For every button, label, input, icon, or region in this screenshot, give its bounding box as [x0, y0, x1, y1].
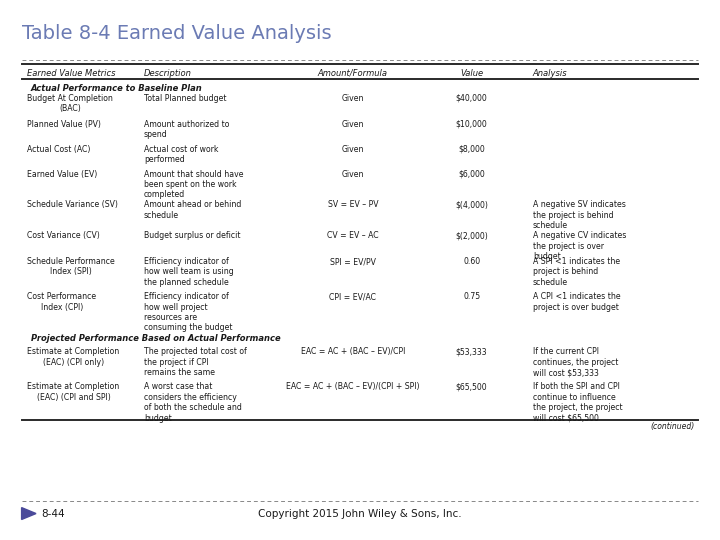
- Text: $6,000: $6,000: [458, 170, 485, 179]
- Text: Given: Given: [341, 94, 364, 103]
- Text: Budget At Completion
(BAC): Budget At Completion (BAC): [27, 94, 113, 113]
- Text: A SPI <1 indicates the
project is behind
schedule: A SPI <1 indicates the project is behind…: [533, 257, 620, 287]
- Text: $(2,000): $(2,000): [455, 231, 488, 240]
- Text: EAC = AC + (BAC – EV)/(CPI + SPI): EAC = AC + (BAC – EV)/(CPI + SPI): [286, 382, 420, 392]
- Text: CPI = EV/AC: CPI = EV/AC: [329, 292, 377, 301]
- Text: Given: Given: [341, 145, 364, 154]
- Text: Copyright 2015 John Wiley & Sons, Inc.: Copyright 2015 John Wiley & Sons, Inc.: [258, 509, 462, 518]
- Text: Actual Performance to Baseline Plan: Actual Performance to Baseline Plan: [31, 84, 203, 93]
- Text: Cost Performance
Index (CPI): Cost Performance Index (CPI): [27, 292, 96, 312]
- Text: A worst case that
considers the efficiency
of both the schedule and
budget: A worst case that considers the efficien…: [144, 382, 242, 422]
- Text: Estimate at Completion
(EAC) (CPI only): Estimate at Completion (EAC) (CPI only): [27, 347, 120, 367]
- Text: Estimate at Completion
(EAC) (CPI and SPI): Estimate at Completion (EAC) (CPI and SP…: [27, 382, 120, 402]
- Text: Budget surplus or deficit: Budget surplus or deficit: [144, 231, 240, 240]
- Text: $65,500: $65,500: [456, 382, 487, 392]
- Text: Given: Given: [341, 120, 364, 129]
- Text: The projected total cost of
the project if CPI
remains the same: The projected total cost of the project …: [144, 347, 247, 377]
- Text: 0.60: 0.60: [463, 257, 480, 266]
- Text: Description: Description: [144, 69, 192, 78]
- Text: A negative SV indicates
the project is behind
schedule: A negative SV indicates the project is b…: [533, 200, 626, 230]
- Text: $40,000: $40,000: [456, 94, 487, 103]
- Text: Actual Cost (AC): Actual Cost (AC): [27, 145, 91, 154]
- Text: $53,333: $53,333: [456, 347, 487, 356]
- Text: Schedule Variance (SV): Schedule Variance (SV): [27, 200, 118, 210]
- Text: A negative CV indicates
the project is over
budget: A negative CV indicates the project is o…: [533, 231, 626, 261]
- Polygon shape: [22, 508, 36, 519]
- Text: (continued): (continued): [651, 422, 695, 431]
- Text: Projected Performance Based on Actual Performance: Projected Performance Based on Actual Pe…: [31, 334, 281, 343]
- Text: Actual cost of work
performed: Actual cost of work performed: [144, 145, 218, 164]
- Text: $(4,000): $(4,000): [455, 200, 488, 210]
- Text: Value: Value: [460, 69, 483, 78]
- Text: Efficiency indicator of
how well team is using
the planned schedule: Efficiency indicator of how well team is…: [144, 257, 234, 287]
- Text: Schedule Performance
Index (SPI): Schedule Performance Index (SPI): [27, 257, 115, 276]
- Text: A CPI <1 indicates the
project is over budget: A CPI <1 indicates the project is over b…: [533, 292, 621, 312]
- Text: Given: Given: [341, 170, 364, 179]
- Text: SV = EV – PV: SV = EV – PV: [328, 200, 378, 210]
- Text: Amount authorized to
spend: Amount authorized to spend: [144, 120, 230, 139]
- Text: Planned Value (PV): Planned Value (PV): [27, 120, 102, 129]
- Text: Amount that should have
been spent on the work
completed: Amount that should have been spent on th…: [144, 170, 243, 199]
- Text: Amount/Formula: Amount/Formula: [318, 69, 388, 78]
- Text: Table 8-4 Earned Value Analysis: Table 8-4 Earned Value Analysis: [22, 24, 331, 43]
- Text: Analysis: Analysis: [533, 69, 567, 78]
- Text: Earned Value (EV): Earned Value (EV): [27, 170, 98, 179]
- Text: Earned Value Metrics: Earned Value Metrics: [27, 69, 116, 78]
- Text: Amount ahead or behind
schedule: Amount ahead or behind schedule: [144, 200, 241, 220]
- Text: Cost Variance (CV): Cost Variance (CV): [27, 231, 100, 240]
- Text: SPI = EV/PV: SPI = EV/PV: [330, 257, 376, 266]
- Text: Efficiency indicator of
how well project
resources are
consuming the budget: Efficiency indicator of how well project…: [144, 292, 233, 332]
- Text: Total Planned budget: Total Planned budget: [144, 94, 227, 103]
- Text: If both the SPI and CPI
continue to influence
the project, the project
will cost: If both the SPI and CPI continue to infl…: [533, 382, 622, 422]
- Text: CV = EV – AC: CV = EV – AC: [327, 231, 379, 240]
- Text: 0.75: 0.75: [463, 292, 480, 301]
- Text: $8,000: $8,000: [458, 145, 485, 154]
- Text: EAC = AC + (BAC – EV)/CPI: EAC = AC + (BAC – EV)/CPI: [301, 347, 405, 356]
- Text: 8-44: 8-44: [41, 509, 65, 518]
- Text: $10,000: $10,000: [456, 120, 487, 129]
- Text: If the current CPI
continues, the project
will cost $53,333: If the current CPI continues, the projec…: [533, 347, 618, 377]
